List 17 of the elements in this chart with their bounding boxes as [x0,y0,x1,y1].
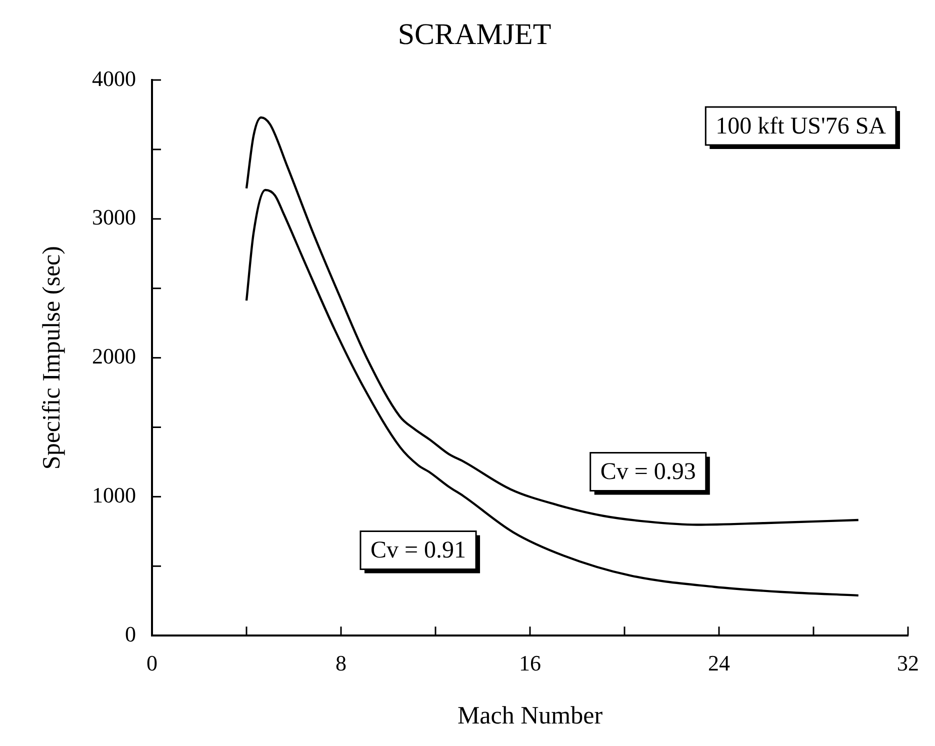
y-tick-label: 4000 [92,66,136,91]
x-tick-label: 0 [146,650,158,676]
series-label: Cv = 0.91 [370,538,466,564]
y-tick-label: 0 [125,621,136,646]
y-tick-label: 3000 [92,204,136,230]
x-axis-title: Mach Number [457,702,604,730]
annotation: 100 kft US'76 SA [716,113,887,140]
x-tick-label: 16 [519,650,541,676]
y-tick-label: 2000 [92,344,136,369]
y-axis-title: Specific Impulse (sec) [38,246,66,470]
chart-title: SCRAMJET [398,18,552,51]
line-series [245,188,860,597]
y-tick-label: 1000 [92,482,136,508]
series-label: Cv = 0.93 [600,459,696,485]
x-tick-label: 24 [708,650,730,676]
x-tick-label: 32 [897,650,919,676]
x-tick-label: 8 [336,650,346,676]
